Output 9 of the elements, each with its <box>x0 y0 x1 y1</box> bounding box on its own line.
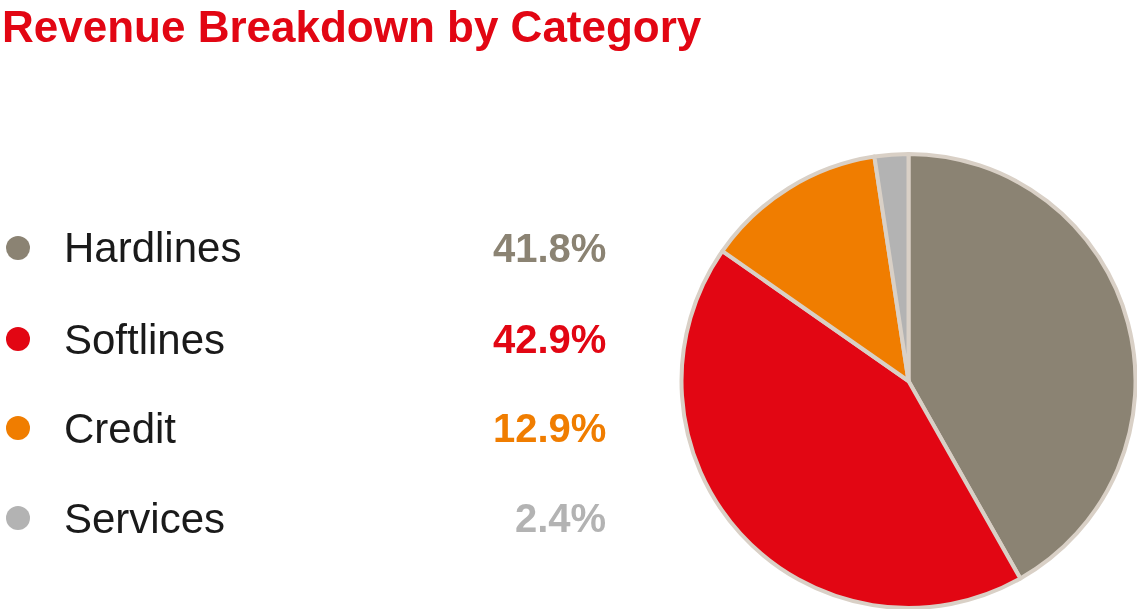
legend-label: Credit <box>64 405 177 452</box>
data-label: 12.9% <box>493 406 607 450</box>
legend-label: Services <box>64 495 226 542</box>
legend-label: Softlines <box>64 316 226 363</box>
data-label: 41.8% <box>493 226 607 270</box>
legend-label: Hardlines <box>64 224 242 271</box>
chart-title: Revenue Breakdown by Category <box>2 2 702 51</box>
data-label: 2.4% <box>515 496 607 540</box>
data-label: 42.9% <box>493 317 607 361</box>
